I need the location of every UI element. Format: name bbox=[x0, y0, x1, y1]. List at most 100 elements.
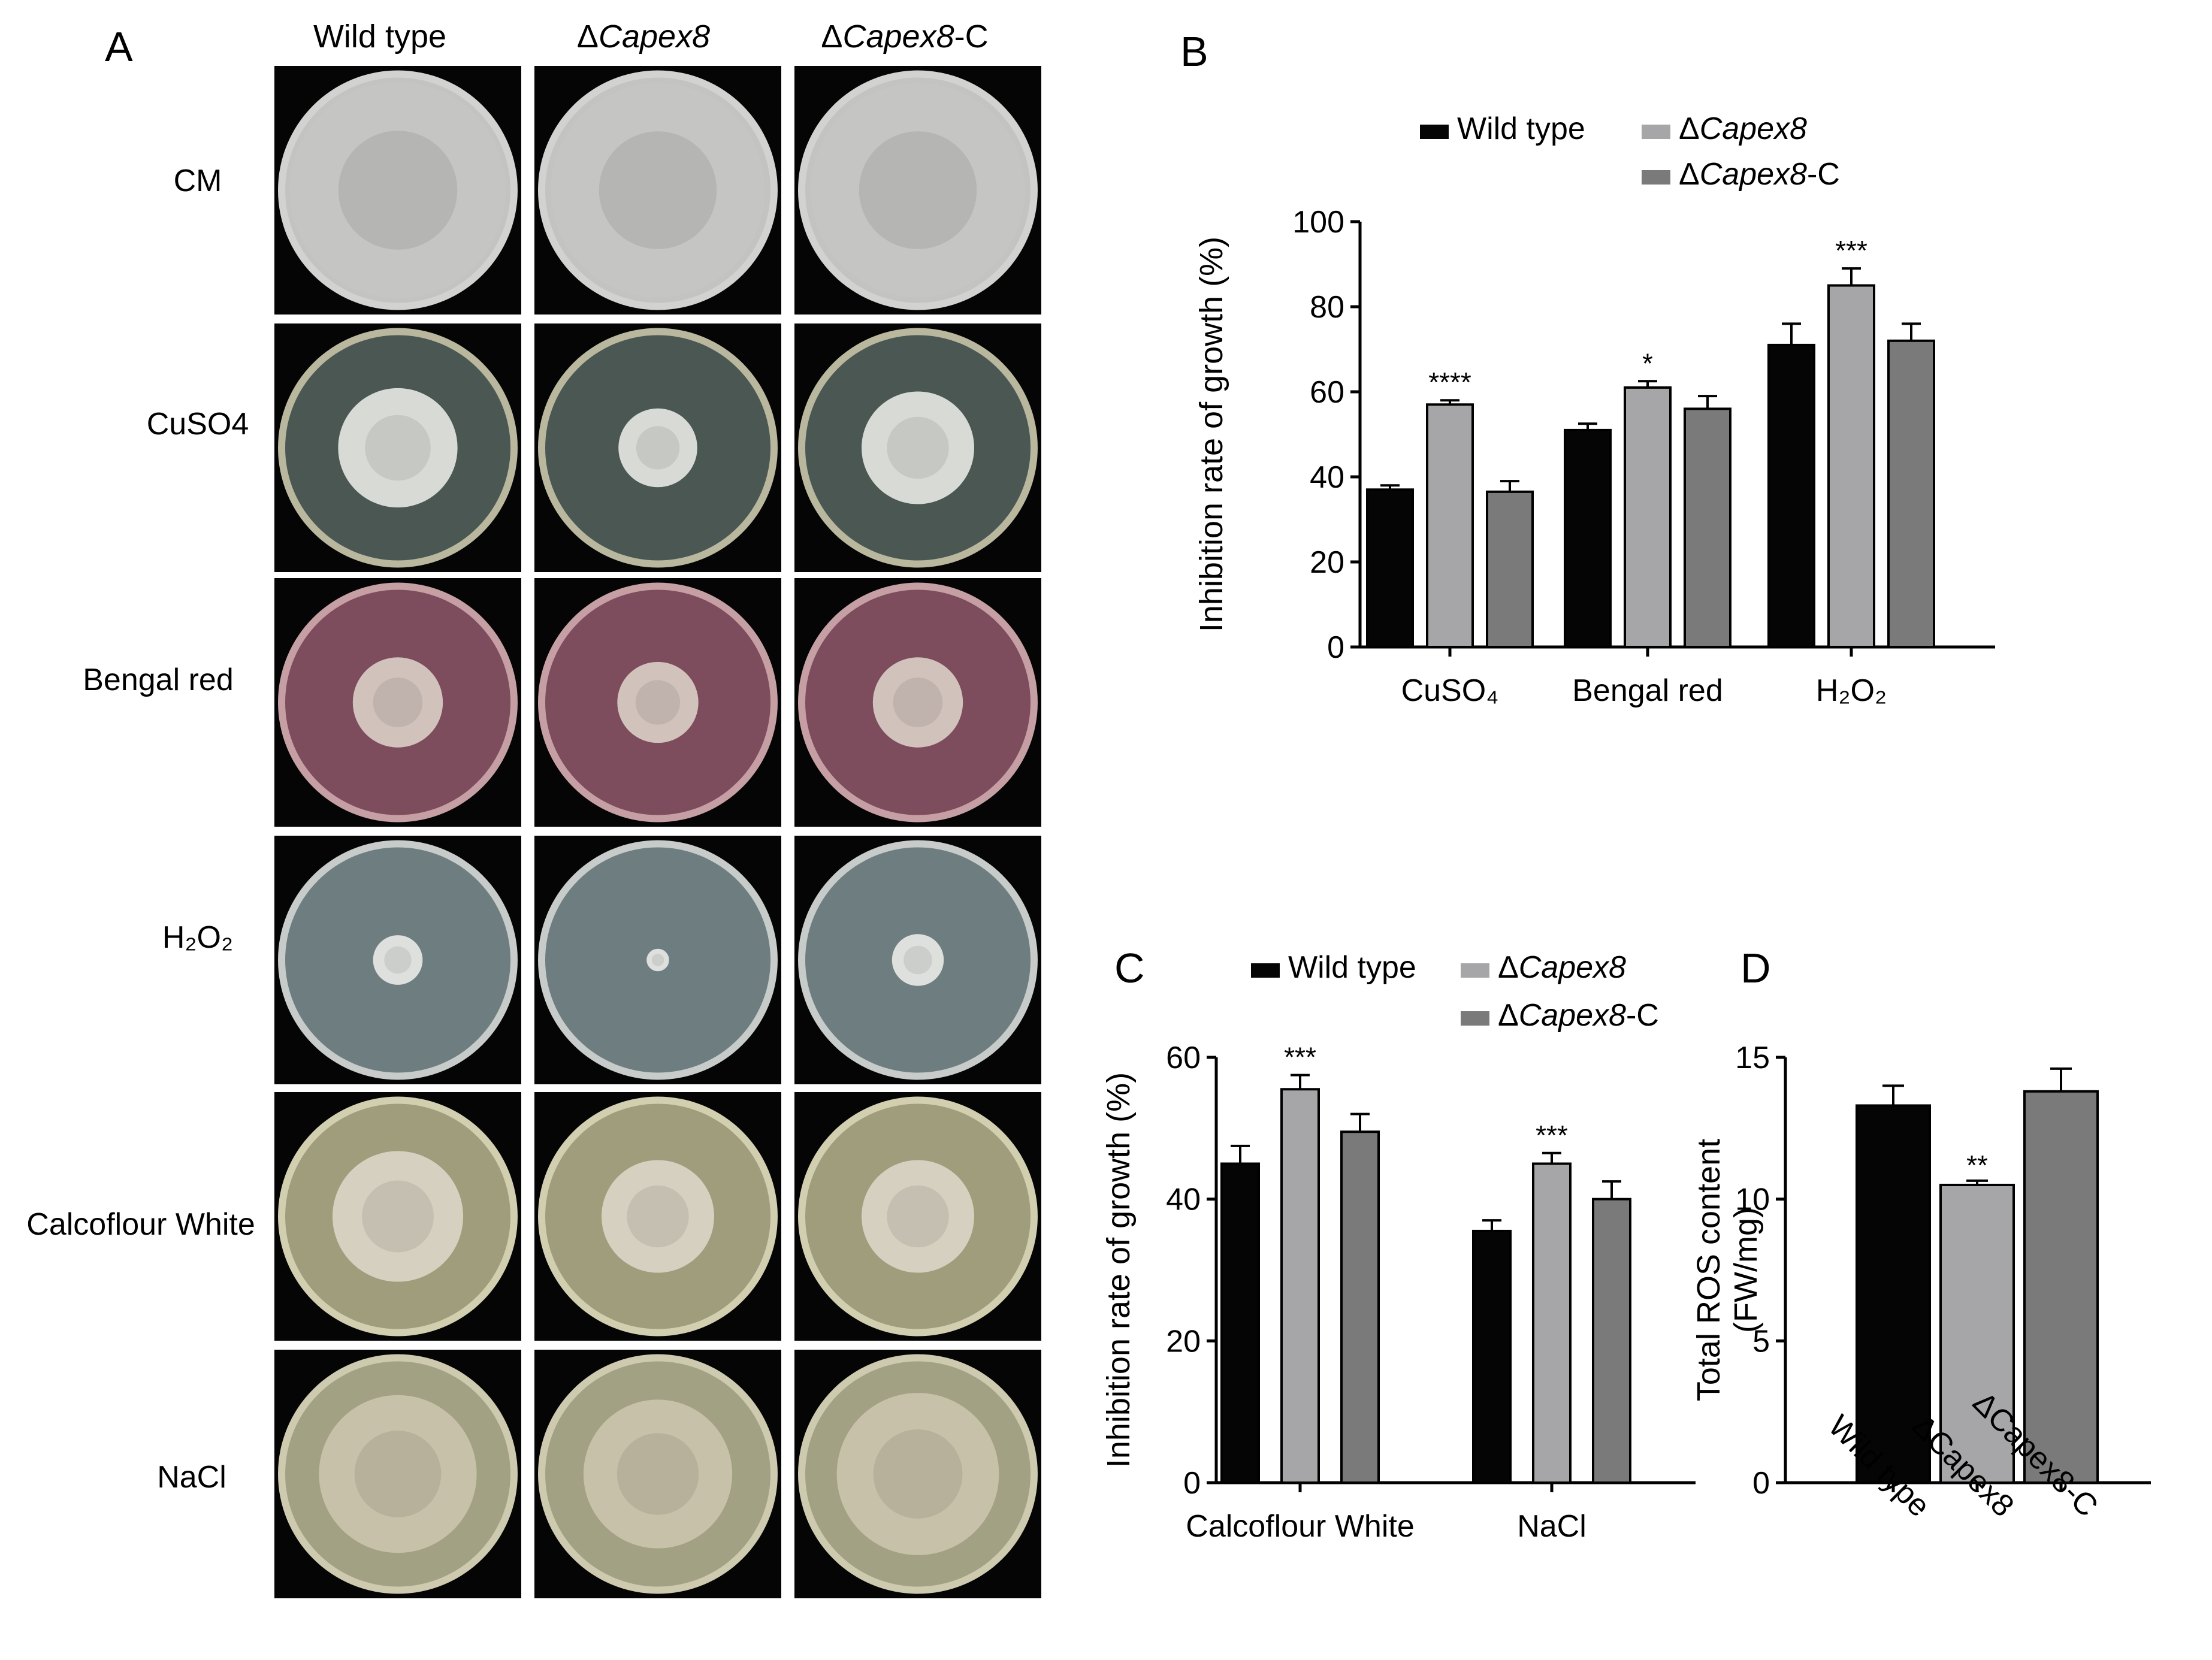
legend-swatch bbox=[1461, 1011, 1489, 1026]
plate-6-wild-type bbox=[274, 1350, 521, 1598]
plate-image bbox=[278, 1096, 518, 1337]
y-tick-label: 10 bbox=[1735, 1183, 1770, 1217]
panel-d-letter: D bbox=[1740, 945, 1771, 991]
row-label-nacl: NaCl bbox=[157, 1460, 226, 1495]
x-tick-label: NaCl bbox=[1517, 1509, 1587, 1544]
legend-swatch bbox=[1642, 125, 1670, 139]
plate-2-wild-type bbox=[274, 323, 521, 572]
plate-4-mutant bbox=[534, 836, 781, 1084]
plate-image bbox=[798, 582, 1038, 823]
significance-label: *** bbox=[1284, 1042, 1316, 1073]
bar bbox=[1827, 284, 1875, 648]
panel-b: B Wild type ΔCapex8 ΔCapex8-C 0 20 40 60 80 100 In… bbox=[1174, 24, 2193, 743]
plate-image bbox=[278, 840, 518, 1080]
bar bbox=[1887, 339, 1935, 648]
colony bbox=[551, 83, 765, 298]
plate-5-mutant bbox=[534, 1092, 781, 1341]
y-tick-label: 60 bbox=[1310, 375, 1344, 410]
plate-1-complement bbox=[794, 66, 1041, 315]
colony bbox=[352, 657, 443, 748]
plate-image bbox=[278, 70, 518, 310]
plate-image bbox=[278, 1354, 518, 1594]
colony bbox=[862, 1160, 974, 1273]
plate-image bbox=[538, 582, 778, 823]
row-label-cm: CM bbox=[173, 164, 222, 198]
x-tick-label: Bengal red bbox=[1572, 673, 1723, 708]
y-axis-label: Total ROS content bbox=[1691, 1139, 1727, 1401]
plate-1-mutant bbox=[534, 66, 781, 315]
colony-center bbox=[373, 678, 423, 727]
bar bbox=[1856, 1104, 1931, 1484]
colony bbox=[862, 391, 974, 504]
row-label-bengal-red: Bengal red bbox=[83, 663, 234, 697]
colony-center bbox=[384, 946, 412, 974]
plate-image bbox=[538, 1096, 778, 1337]
plate-image bbox=[278, 328, 518, 568]
y-tick-label: 40 bbox=[1166, 1183, 1201, 1217]
legend-swatch bbox=[1420, 125, 1449, 139]
plate-1-wild-type bbox=[274, 66, 521, 315]
y-axis-label: Inhibition rate of growth (%) bbox=[1101, 1072, 1137, 1468]
panel-c-letter: C bbox=[1114, 945, 1145, 991]
significance-label: *** bbox=[1536, 1120, 1568, 1151]
colony-center bbox=[338, 131, 458, 250]
significance-label: **** bbox=[1428, 367, 1471, 398]
plate-image bbox=[538, 840, 778, 1080]
colony-center bbox=[859, 131, 977, 249]
colony-center bbox=[599, 131, 717, 249]
plate-image bbox=[798, 1096, 1038, 1337]
plate-image bbox=[538, 70, 778, 310]
colony bbox=[836, 1393, 999, 1555]
bar bbox=[1592, 1198, 1631, 1484]
colony bbox=[872, 657, 963, 748]
colony bbox=[617, 661, 699, 743]
legend-label: ΔCapex8-C bbox=[1679, 157, 1840, 192]
legend-label: ΔCapex8 bbox=[1679, 111, 1807, 146]
colony bbox=[373, 935, 423, 985]
y-tick-label: 0 bbox=[1752, 1466, 1770, 1501]
colony-center bbox=[903, 945, 932, 975]
x-tick-label: CuSO₄ bbox=[1401, 673, 1499, 708]
bar bbox=[1939, 1184, 2015, 1484]
bar bbox=[1366, 488, 1414, 648]
legend-label: ΔCapex8 bbox=[1498, 950, 1626, 985]
y-tick-label: 0 bbox=[1327, 630, 1344, 665]
bar bbox=[1340, 1130, 1380, 1484]
column-header-complement: ΔCapex8-C bbox=[821, 19, 989, 55]
colony-center bbox=[627, 1185, 689, 1248]
plate-3-wild-type bbox=[274, 578, 521, 827]
y-tick-label: 5 bbox=[1752, 1324, 1770, 1359]
plate-image bbox=[538, 1354, 778, 1594]
panel-d: D 0 5 10 15 Total ROS content (FW/mg) Wild type… bbox=[1684, 935, 2211, 1641]
legend-mutant: ΔCapex8 bbox=[1642, 111, 1807, 146]
plate-image bbox=[798, 70, 1038, 310]
colony bbox=[646, 948, 669, 972]
significance-label: *** bbox=[1835, 235, 1867, 266]
plate-3-mutant bbox=[534, 578, 781, 827]
bar bbox=[1624, 386, 1672, 649]
bar bbox=[1220, 1162, 1260, 1484]
chart-b-svg: B Wild type ΔCapex8 ΔCapex8-C 0 20 40 60 80 100 In… bbox=[1180, 28, 1995, 708]
y-tick-label: 20 bbox=[1310, 545, 1344, 580]
y-tick-label: 60 bbox=[1166, 1041, 1201, 1075]
plate-image bbox=[538, 328, 778, 568]
bar bbox=[1486, 490, 1534, 648]
chart-c-svg: C Wild type ΔCapex8 ΔCapex8-C 0 20 40 60 Inhibit… bbox=[1101, 945, 1696, 1544]
bar bbox=[1564, 428, 1612, 649]
plate-image bbox=[798, 840, 1038, 1080]
colony-center bbox=[651, 954, 664, 966]
plate-4-wild-type bbox=[274, 836, 521, 1084]
legend-wild-type: Wild type bbox=[1251, 950, 1416, 985]
colony-center bbox=[617, 1433, 699, 1515]
legend-swatch bbox=[1642, 170, 1670, 185]
colony-center bbox=[887, 1185, 949, 1248]
y-axis-label-unit: (FW/mg) bbox=[1728, 1207, 1764, 1333]
plate-5-wild-type bbox=[274, 1092, 521, 1341]
colony bbox=[332, 1151, 464, 1282]
plate-6-complement bbox=[794, 1350, 1041, 1598]
legend-label: Wild type bbox=[1288, 950, 1416, 985]
colony-center bbox=[354, 1431, 442, 1517]
colony bbox=[319, 1395, 477, 1553]
y-tick-label: 100 bbox=[1292, 205, 1344, 240]
